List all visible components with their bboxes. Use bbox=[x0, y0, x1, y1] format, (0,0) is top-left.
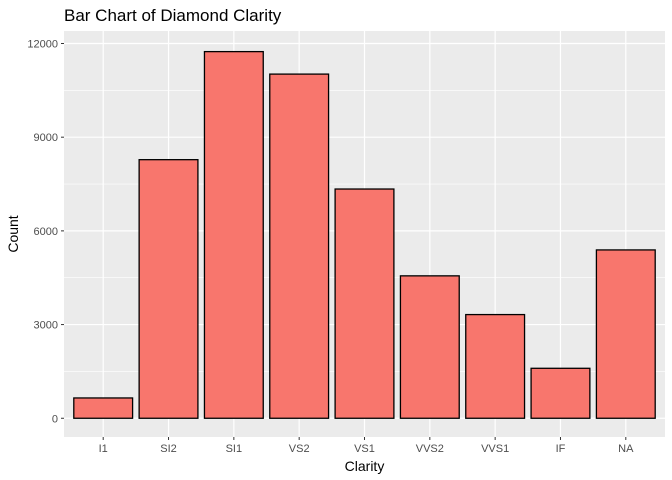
bar-vvs2 bbox=[399, 275, 460, 419]
x-tick-label: I1 bbox=[99, 443, 108, 455]
y-tick-label: 12000 bbox=[27, 38, 58, 50]
bar-si1 bbox=[203, 50, 264, 419]
y-tick-label: 0 bbox=[52, 413, 58, 425]
x-axis-title: Clarity bbox=[345, 458, 385, 474]
bar-na bbox=[595, 249, 656, 419]
x-tick-label: SI2 bbox=[160, 443, 177, 455]
x-tick-label: VS1 bbox=[354, 443, 375, 455]
x-tick-label: SI1 bbox=[226, 443, 243, 455]
x-tick-label: IF bbox=[556, 443, 566, 455]
bars bbox=[73, 50, 656, 419]
y-tick-label: 3000 bbox=[34, 320, 58, 332]
bar-if bbox=[530, 367, 591, 419]
x-axis: I1 SI2 SI1 VS2 VS1 VVS2 VVS1 IF NA bbox=[99, 437, 634, 455]
bar-vs1 bbox=[334, 188, 395, 419]
x-tick-label: VVS2 bbox=[416, 443, 444, 455]
bar-vvs1 bbox=[465, 313, 526, 419]
y-axis: 0 3000 6000 9000 12000 bbox=[27, 38, 64, 425]
y-axis-title: Count bbox=[5, 215, 21, 252]
x-tick-label: VVS1 bbox=[481, 443, 509, 455]
y-tick-label: 6000 bbox=[34, 226, 58, 238]
x-tick-label: NA bbox=[618, 443, 634, 455]
chart-title: Bar Chart of Diamond Clarity bbox=[64, 6, 282, 25]
bar-si2 bbox=[138, 159, 199, 419]
bar-i1 bbox=[73, 397, 134, 419]
y-tick-label: 9000 bbox=[34, 132, 58, 144]
bar-vs2 bbox=[269, 73, 330, 419]
x-tick-label: VS2 bbox=[289, 443, 310, 455]
